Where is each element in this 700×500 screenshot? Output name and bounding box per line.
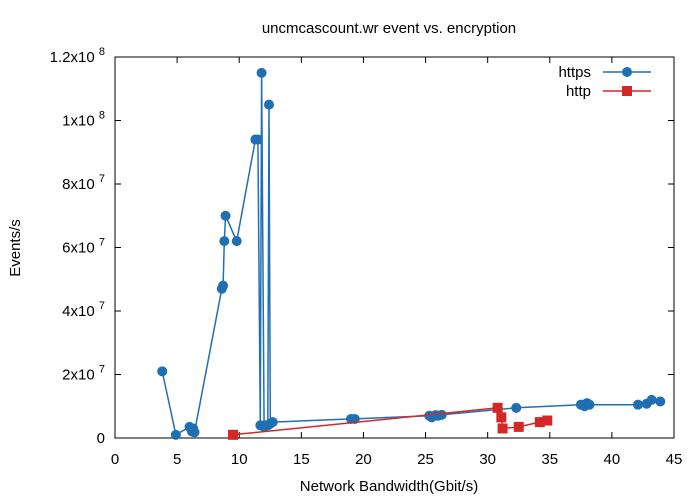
- chart-title: uncmcascount.wr event vs. encryption: [262, 20, 516, 37]
- data-point-http: [492, 402, 503, 413]
- x-tick-label: 30: [479, 451, 496, 468]
- y-tick-label: 8x10 7: [62, 173, 105, 193]
- plot-frame: [114, 56, 675, 439]
- data-point-https: [220, 210, 231, 221]
- data-point-https: [252, 134, 263, 145]
- data-point-https: [646, 394, 657, 405]
- data-point-https: [267, 417, 278, 428]
- x-tick-label: 40: [604, 451, 621, 468]
- data-point-https: [264, 99, 275, 110]
- series-line-https: [161, 72, 661, 436]
- series-layer: [157, 67, 666, 440]
- y-tick-label: 4x10 7: [62, 300, 105, 320]
- x-axis: 0 5 10 15 20 25 30 35 40 45: [111, 57, 683, 468]
- x-axis-label: Network Bandwidth(Gbit/s): [300, 478, 478, 495]
- legend-label-http: http: [566, 83, 591, 100]
- legend: https http: [558, 64, 651, 100]
- data-point-http: [228, 429, 239, 440]
- series-http: [228, 402, 553, 440]
- data-point-http: [542, 415, 553, 426]
- y-tick-label: 2x10 7: [62, 364, 105, 384]
- data-point-https: [189, 427, 200, 438]
- data-point-https: [511, 402, 522, 413]
- data-point-http: [534, 417, 545, 428]
- legend-label-https: https: [558, 64, 591, 81]
- data-point-https: [632, 399, 643, 410]
- y-axis-label: Events/s: [7, 219, 24, 277]
- x-tick-label: 0: [111, 451, 119, 468]
- data-point-https: [256, 67, 267, 78]
- data-point-https: [231, 236, 242, 247]
- data-point-http: [513, 421, 524, 432]
- data-point-https: [655, 396, 666, 407]
- data-point-https: [219, 236, 230, 247]
- y-axis: 0 2x10 7 4x10 7 6x10 7 8x10 7 1x10 8 1.2x10 8: [50, 46, 674, 447]
- x-tick-label: 15: [293, 451, 310, 468]
- y-tick-label: 0: [97, 430, 105, 447]
- data-point-https: [218, 280, 229, 291]
- x-tick-label: 20: [355, 451, 372, 468]
- x-tick-label: 5: [173, 451, 181, 468]
- x-tick-label: 35: [541, 451, 558, 468]
- data-point-https: [584, 399, 595, 410]
- data-point-https: [170, 429, 181, 440]
- y-tick-label: 1x10 8: [62, 110, 105, 130]
- x-tick-label: 45: [666, 451, 683, 468]
- x-tick-label: 25: [417, 451, 434, 468]
- data-point-http: [497, 423, 508, 434]
- y-tick-label: 1.2x10 8: [50, 46, 105, 66]
- data-point-https: [436, 409, 447, 420]
- x-tick-label: 10: [231, 451, 248, 468]
- legend-marker-http: [622, 86, 632, 96]
- data-point-https: [157, 366, 168, 377]
- data-point-http: [496, 412, 507, 423]
- series-https: [157, 67, 666, 440]
- y-tick-label: 6x10 7: [62, 237, 105, 257]
- legend-marker-https: [622, 67, 632, 77]
